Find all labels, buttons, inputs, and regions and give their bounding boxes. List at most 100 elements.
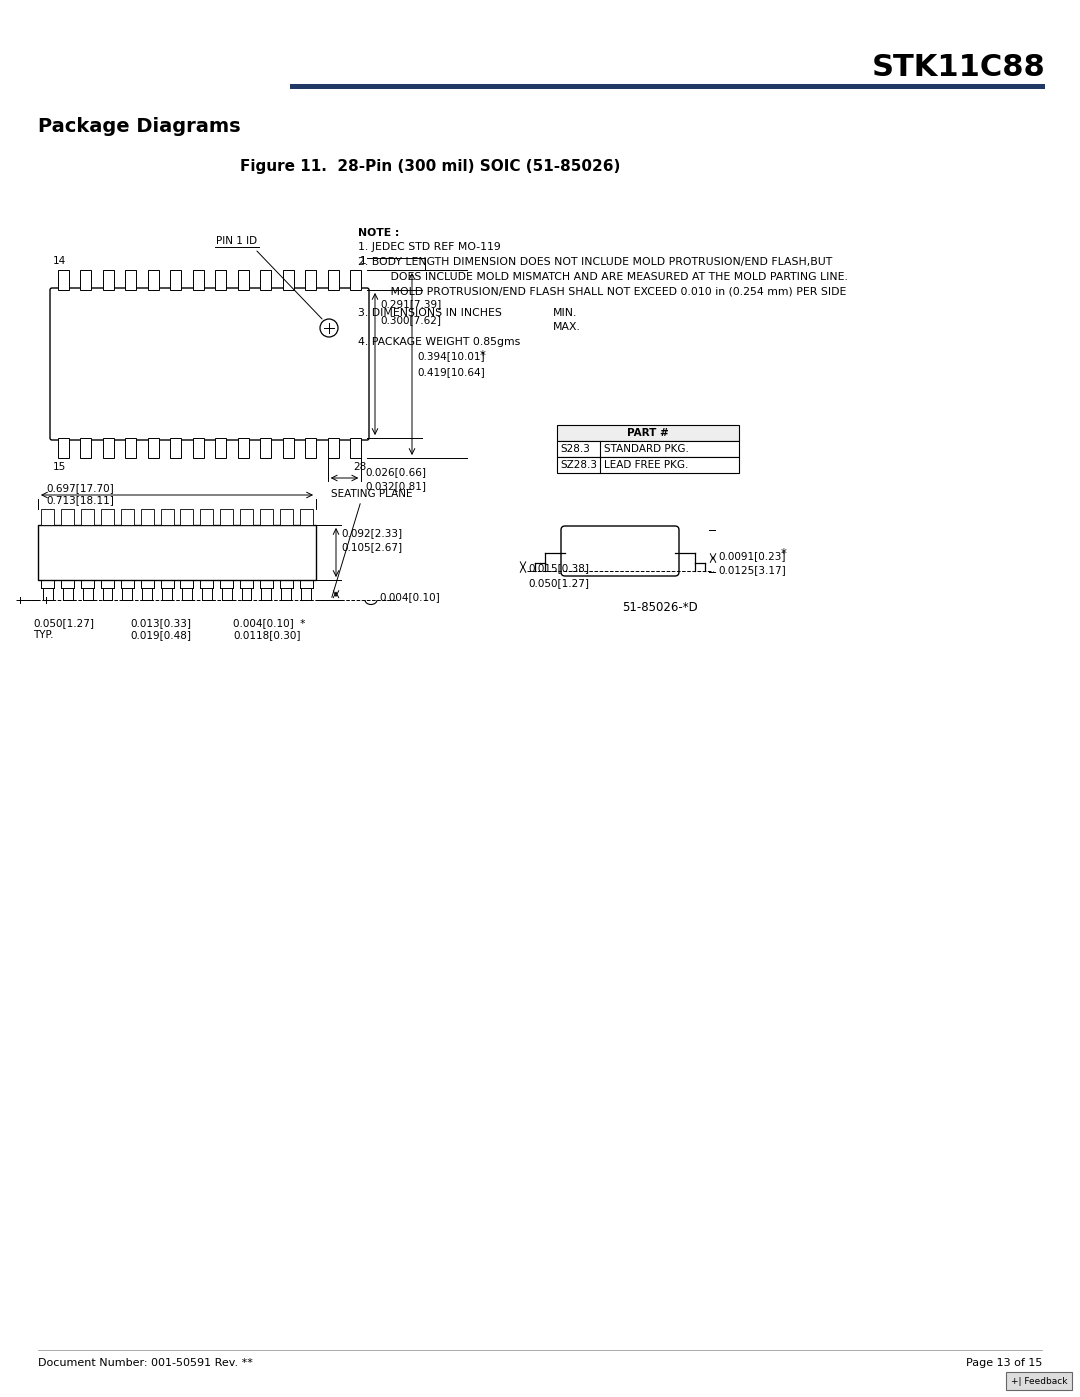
Bar — [291, 84, 1045, 89]
Text: 4. PACKAGE WEIGHT 0.85gms: 4. PACKAGE WEIGHT 0.85gms — [357, 337, 521, 346]
Bar — [171, 439, 181, 458]
Bar — [215, 439, 226, 458]
Bar — [283, 439, 294, 458]
Text: 0.300[7.62]: 0.300[7.62] — [380, 314, 441, 326]
Text: 2. BODY LENGTH DIMENSION DOES NOT INCLUDE MOLD PROTRUSION/END FLASH,BUT: 2. BODY LENGTH DIMENSION DOES NOT INCLUD… — [357, 257, 833, 267]
Text: MAX.: MAX. — [553, 323, 581, 332]
Bar — [220, 509, 233, 525]
Bar — [350, 270, 361, 291]
Bar — [260, 509, 273, 525]
Bar — [57, 270, 69, 291]
Bar — [140, 509, 153, 525]
Bar — [306, 270, 316, 291]
Bar — [81, 509, 94, 525]
Text: 0.092[2.33]: 0.092[2.33] — [341, 528, 402, 538]
Bar — [57, 439, 69, 458]
Text: TYP.: TYP. — [33, 630, 54, 640]
Bar — [327, 270, 339, 291]
Text: 14: 14 — [53, 256, 66, 265]
Bar — [260, 270, 271, 291]
Text: NOTE :: NOTE : — [357, 228, 400, 237]
Text: 0.004[0.10]: 0.004[0.10] — [379, 592, 440, 602]
Bar — [192, 270, 204, 291]
Bar — [38, 525, 316, 580]
Text: 3. DIMENSIONS IN INCHES: 3. DIMENSIONS IN INCHES — [357, 307, 502, 317]
Bar — [350, 439, 361, 458]
Text: STANDARD PKG.: STANDARD PKG. — [604, 444, 689, 454]
Text: PIN 1 ID: PIN 1 ID — [216, 236, 257, 246]
Bar — [238, 439, 248, 458]
Text: 0.0118[0.30]: 0.0118[0.30] — [233, 630, 300, 640]
Bar — [260, 439, 271, 458]
Bar — [240, 509, 253, 525]
Text: 0.004[0.10]  *: 0.004[0.10] * — [233, 617, 306, 629]
Bar — [1005, 1372, 1072, 1390]
Text: +| Feedback: +| Feedback — [1011, 1376, 1067, 1386]
Bar — [125, 270, 136, 291]
Bar — [299, 509, 312, 525]
Text: 28: 28 — [353, 462, 366, 472]
Bar — [41, 509, 54, 525]
Bar — [215, 270, 226, 291]
Text: 0.013[0.33]: 0.013[0.33] — [130, 617, 191, 629]
Bar — [121, 509, 134, 525]
Bar — [180, 509, 193, 525]
Text: 0.291[7.39]: 0.291[7.39] — [380, 299, 442, 309]
FancyBboxPatch shape — [561, 527, 679, 576]
Text: 0.394[10.01]: 0.394[10.01] — [417, 351, 485, 360]
Text: MOLD PROTRUSION/END FLASH SHALL NOT EXCEED 0.010 in (0.254 mm) PER SIDE: MOLD PROTRUSION/END FLASH SHALL NOT EXCE… — [380, 286, 847, 296]
Text: DOES INCLUDE MOLD MISMATCH AND ARE MEASURED AT THE MOLD PARTING LINE.: DOES INCLUDE MOLD MISMATCH AND ARE MEASU… — [380, 271, 848, 282]
Text: Figure 11.  28-Pin (300 mil) SOIC (51-85026): Figure 11. 28-Pin (300 mil) SOIC (51-850… — [240, 159, 620, 175]
Bar — [306, 439, 316, 458]
Bar — [192, 439, 204, 458]
Text: 0.0091[0.23]: 0.0091[0.23] — [718, 550, 785, 562]
FancyBboxPatch shape — [50, 288, 369, 440]
Text: Package Diagrams: Package Diagrams — [38, 116, 241, 136]
Text: 0.0125[3.17]: 0.0125[3.17] — [718, 566, 786, 576]
Bar — [80, 270, 91, 291]
Text: 0.713[18.11]: 0.713[18.11] — [46, 495, 113, 504]
Bar — [62, 509, 75, 525]
Text: 15: 15 — [53, 462, 66, 472]
Bar — [103, 439, 113, 458]
Bar — [103, 270, 113, 291]
Text: 0.697[17.70]: 0.697[17.70] — [46, 483, 113, 493]
Text: 1. JEDEC STD REF MO-119: 1. JEDEC STD REF MO-119 — [357, 243, 501, 253]
Text: *: * — [781, 546, 787, 560]
Text: Page 13 of 15: Page 13 of 15 — [966, 1358, 1042, 1368]
Text: PART #: PART # — [627, 427, 669, 439]
Text: *: * — [480, 349, 486, 362]
Bar — [557, 425, 739, 441]
Bar — [161, 509, 174, 525]
Text: S28.3: S28.3 — [561, 444, 590, 454]
Text: 0.032[0.81]: 0.032[0.81] — [365, 481, 427, 490]
Bar — [557, 441, 739, 457]
Text: 0.026[0.66]: 0.026[0.66] — [365, 467, 427, 476]
Bar — [280, 509, 293, 525]
Bar — [80, 439, 91, 458]
Text: 0.105[2.67]: 0.105[2.67] — [341, 542, 402, 552]
Text: LEAD FREE PKG.: LEAD FREE PKG. — [604, 460, 688, 469]
Bar — [283, 270, 294, 291]
Bar — [125, 439, 136, 458]
Bar — [557, 457, 739, 474]
Text: STK11C88: STK11C88 — [872, 53, 1045, 81]
Bar — [102, 509, 114, 525]
Bar — [200, 509, 213, 525]
Bar — [238, 270, 248, 291]
Bar — [327, 439, 339, 458]
Text: MIN.: MIN. — [553, 307, 578, 317]
Text: 0.050[1.27]: 0.050[1.27] — [528, 578, 589, 588]
Text: 0.050[1.27]: 0.050[1.27] — [33, 617, 94, 629]
Text: 0.419[10.64]: 0.419[10.64] — [417, 367, 485, 377]
Text: Document Number: 001-50591 Rev. **: Document Number: 001-50591 Rev. ** — [38, 1358, 253, 1368]
Text: 0.019[0.48]: 0.019[0.48] — [130, 630, 191, 640]
Bar — [171, 270, 181, 291]
Text: SZ28.3: SZ28.3 — [561, 460, 597, 469]
Bar — [148, 439, 159, 458]
Bar — [148, 270, 159, 291]
Text: 0.015[0.38]: 0.015[0.38] — [528, 563, 589, 573]
Text: 1: 1 — [360, 256, 366, 265]
Text: SEATING PLANE: SEATING PLANE — [330, 489, 413, 499]
Text: 51-85026-*D: 51-85026-*D — [622, 601, 698, 615]
